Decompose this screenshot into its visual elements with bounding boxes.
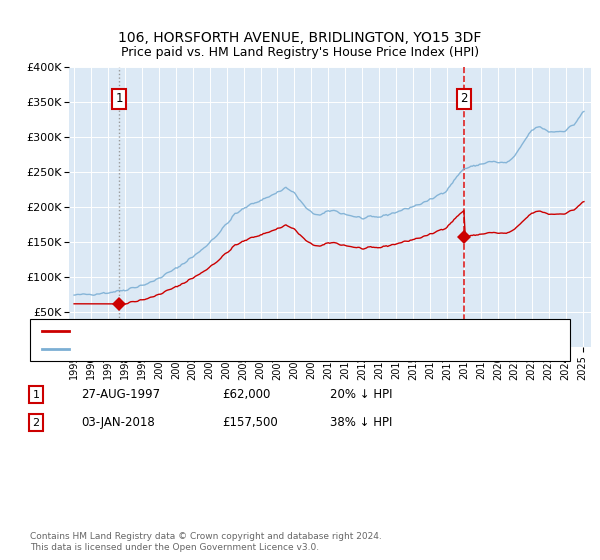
Text: 38% ↓ HPI: 38% ↓ HPI [330,416,392,430]
Text: £157,500: £157,500 [222,416,278,430]
Text: 106, HORSFORTH AVENUE, BRIDLINGTON, YO15 3DF (detached house): 106, HORSFORTH AVENUE, BRIDLINGTON, YO15… [75,326,442,336]
Text: 20% ↓ HPI: 20% ↓ HPI [330,388,392,402]
Text: HPI: Average price, detached house, East Riding of Yorkshire: HPI: Average price, detached house, East… [75,344,391,354]
Text: Price paid vs. HM Land Registry's House Price Index (HPI): Price paid vs. HM Land Registry's House … [121,46,479,59]
Text: Contains HM Land Registry data © Crown copyright and database right 2024.
This d: Contains HM Land Registry data © Crown c… [30,532,382,552]
Text: 03-JAN-2018: 03-JAN-2018 [81,416,155,430]
Text: 106, HORSFORTH AVENUE, BRIDLINGTON, YO15 3DF: 106, HORSFORTH AVENUE, BRIDLINGTON, YO15… [118,31,482,45]
Text: £62,000: £62,000 [222,388,271,402]
Text: 1: 1 [115,92,123,105]
Text: 2: 2 [460,92,468,105]
Text: 27-AUG-1997: 27-AUG-1997 [81,388,160,402]
Text: 2: 2 [32,418,40,428]
Text: 1: 1 [32,390,40,400]
